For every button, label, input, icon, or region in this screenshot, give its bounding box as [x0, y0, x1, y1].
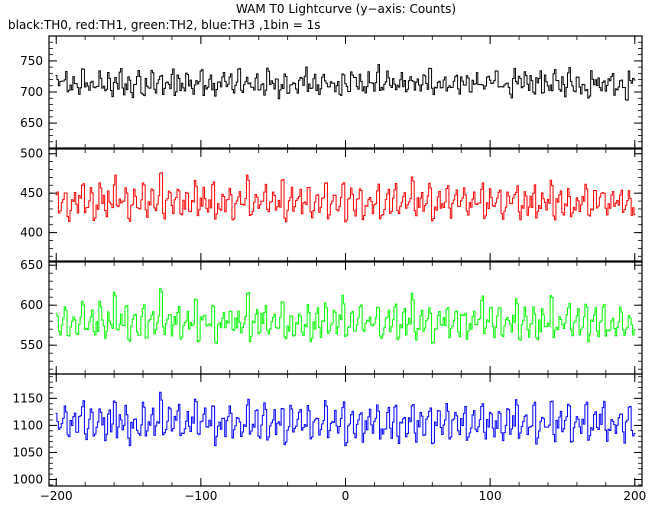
x-tick-label: 0 — [342, 489, 350, 503]
x-tick-label: −100 — [184, 489, 217, 503]
series-line-th3 — [55, 391, 636, 447]
panel-frame — [48, 35, 643, 149]
series-line-th2 — [55, 288, 636, 345]
panel-th3: 1000 1050 1100 1150 — [12, 373, 643, 487]
x-axis: −200 −100 0 100 200 — [40, 489, 646, 503]
panel-th0: 650 700 750 — [20, 35, 643, 149]
y-tick-label: 600 — [20, 298, 43, 312]
x-tick-label: 100 — [479, 489, 502, 503]
y-tick-label: 500 — [20, 147, 43, 161]
y-tick-label: 400 — [20, 226, 43, 240]
series-line-th0 — [55, 64, 636, 101]
y-tick-label: 550 — [20, 338, 43, 352]
y-tick-label: 1050 — [12, 445, 43, 459]
y-tick-label: 1100 — [12, 418, 43, 432]
y-tick-label: 650 — [20, 258, 43, 272]
chart-title: WAM T0 Lightcurve (y−axis: Counts) — [236, 2, 456, 16]
x-tick-label: 200 — [623, 489, 646, 503]
panel-th2: 550 600 650 — [20, 258, 643, 375]
y-tick-label: 450 — [20, 186, 43, 200]
chart-subtitle: black:TH0, red:TH1, green:TH2, blue:TH3 … — [8, 18, 321, 32]
y-tick-label: 750 — [20, 54, 43, 68]
y-tick-label: 650 — [20, 116, 43, 130]
x-tick-label: −200 — [40, 489, 73, 503]
y-tick-label: 1150 — [12, 391, 43, 405]
panel-th1: 400 450 500 — [20, 147, 643, 262]
panels-group: 6507007504004505005506006501000105011001… — [12, 35, 643, 487]
y-tick-label: 1000 — [12, 473, 43, 487]
series-line-th1 — [55, 172, 636, 223]
y-tick-label: 700 — [20, 85, 43, 99]
